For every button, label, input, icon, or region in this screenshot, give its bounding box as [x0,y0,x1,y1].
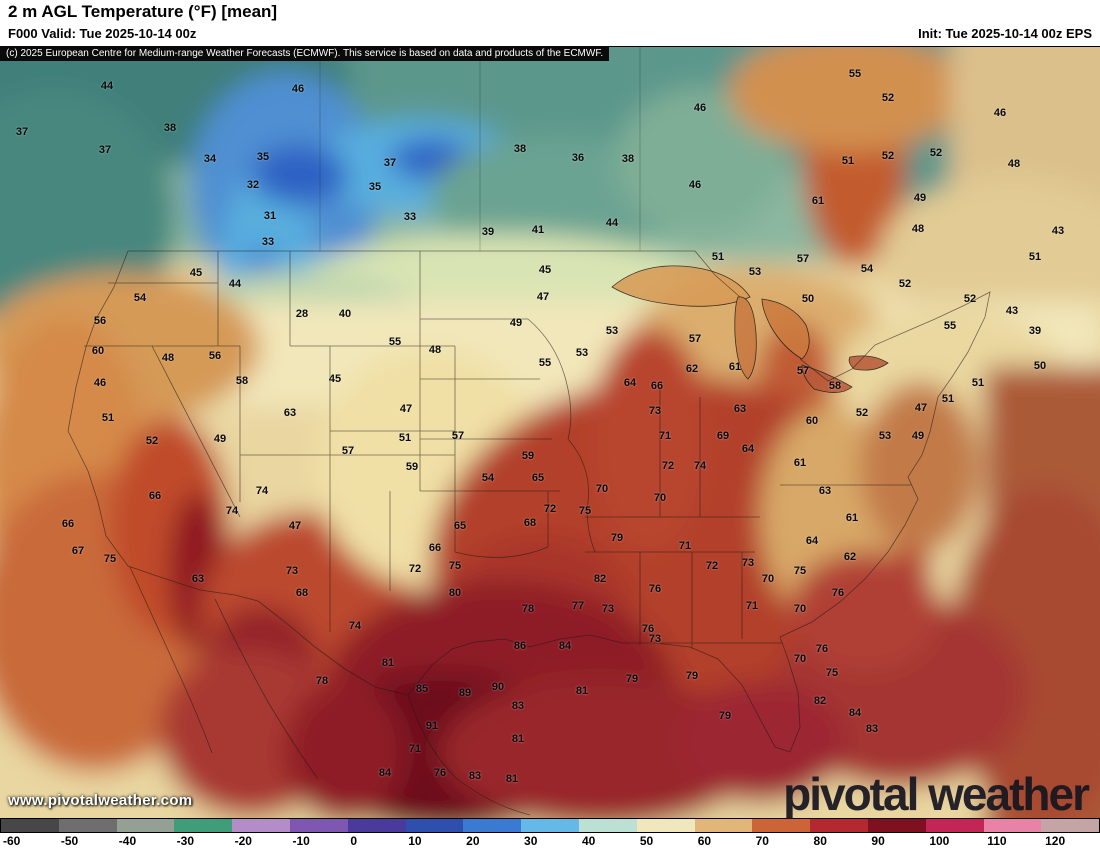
colorbar-tick: 70 [755,834,769,848]
map-header: 2 m AGL Temperature (°F) [mean] F000 Val… [0,0,1100,46]
site-url-watermark: www.pivotalweather.com [8,792,193,809]
temperature-shading [0,47,1100,819]
colorbar-tick: 120 [1045,834,1066,848]
colorbar-tick: -40 [118,834,137,848]
colorbar-tick: 60 [697,834,712,848]
colorbar-segment [347,819,406,832]
colorbar-segment [1041,819,1100,832]
colorbar-segment [463,819,522,832]
colorbar-segment [867,819,926,832]
colorbar-tick: 50 [639,834,654,848]
colorbar-segment [636,819,695,832]
colorbar-segment [694,819,753,832]
init-time-label: Init: Tue 2025-10-14 00z EPS [918,26,1092,41]
great-lakes [611,265,889,393]
colorbar-segments [0,818,1100,833]
temperature-colorbar: -60 -50 -40 -30 -20 -10 0 10 20 30 40 50 60 70 80 90 100… [0,818,1100,850]
colorbar-segment [232,819,290,832]
colorbar-tick: -60 [3,834,21,848]
colorbar-tick: 40 [581,834,596,848]
province-borders [319,47,641,251]
colorbar-tick: 90 [871,834,885,848]
colorbar-segment [578,819,637,832]
colorbar-tick: -10 [292,834,310,848]
valid-time-label: F000 Valid: Tue 2025-10-14 00z [8,26,197,41]
page-title: 2 m AGL Temperature (°F) [mean] [8,2,278,21]
colorbar-segment [521,819,579,832]
colorbar-segment [58,819,117,832]
colorbar-tick: 110 [987,834,1007,848]
colorbar-tick: 80 [813,834,827,848]
ecmwf-copyright: (c) 2025 European Centre for Medium-rang… [0,46,610,61]
colorbar-tick: 0 [350,834,358,848]
colorbar-tick: -30 [176,834,195,848]
colorbar-segment [1,819,59,832]
colorbar-segment [289,819,348,832]
state-borders [67,250,991,816]
colorbar-tick: 20 [466,834,480,848]
colorbar-tick: -20 [234,834,252,848]
colorbar-segment [983,819,1042,832]
colorbar-tick: 10 [408,834,422,848]
colorbar-tick: 30 [524,834,538,848]
colorbar-segment [405,819,464,832]
colorbar-segment [116,819,175,832]
colorbar-segment [174,819,233,832]
colorbar-tick: 100 [929,834,950,848]
colorbar-tick-labels: -60 -50 -40 -30 -20 -10 0 10 20 30 40 50 60 70 80 90 100… [0,833,1100,850]
colorbar-segment [752,819,811,832]
colorbar-tick: -50 [60,834,79,848]
temperature-map[interactable]: 44 46 55 52 46 46 37 38 37 34 35 37 38 36 38 51 52 52 48 32… [0,46,1100,819]
colorbar-segment [810,819,868,832]
pivotal-weather-logo: pivotal weather [783,768,1090,819]
colorbar-segment [925,819,984,832]
temperature-field-canvas [0,47,1100,819]
